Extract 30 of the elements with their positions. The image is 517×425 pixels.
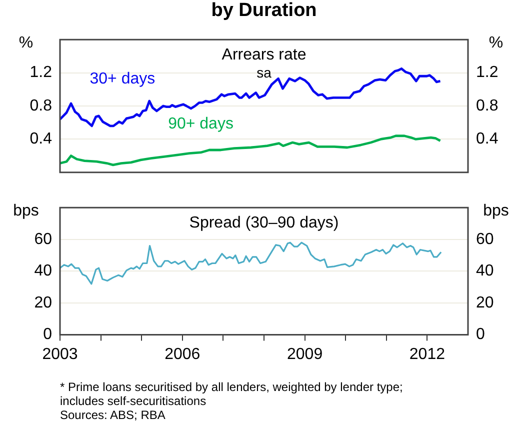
y-tick-label: 1.2 — [30, 64, 52, 82]
y-axis-title: % — [18, 34, 34, 52]
chart-subtitle: Arrears rate — [222, 46, 306, 64]
x-tick-label: 2009 — [287, 346, 323, 363]
x-tick-label: 2003 — [42, 346, 78, 363]
annotation: sa — [256, 64, 272, 81]
y2-tick-label: 20 — [476, 294, 494, 312]
y2-tick-label: 0.8 — [476, 97, 498, 114]
y-tick-label: 0 — [43, 326, 52, 344]
y-tick-label: 60 — [34, 230, 52, 248]
y2-tick-label: 0.4 — [476, 130, 498, 148]
y-axis-title: bps — [13, 202, 39, 220]
y2-tick-label: 0 — [476, 326, 485, 344]
y-tick-label: 0.4 — [30, 130, 52, 148]
series-label: 90+ days — [168, 115, 234, 132]
chart-title: by Duration — [210, 0, 318, 22]
x-tick-label: 2006 — [164, 346, 200, 363]
y2-tick-label: 60 — [476, 230, 494, 248]
text: * Prime loans securitised by all lenders, weighted by lender type; includes self-securitisations — [60, 380, 404, 408]
y2-axis-title: % — [488, 34, 504, 52]
y-tick-label: 20 — [34, 294, 52, 312]
y-tick-label: 40 — [34, 262, 52, 280]
series-label: 30+ days — [90, 70, 156, 88]
y2-tick-label: 1.2 — [476, 64, 498, 82]
y2-axis-title: bps — [483, 202, 509, 220]
x-tick-label: 2012 — [409, 346, 446, 363]
y-tick-label: 0.8 — [30, 97, 52, 114]
y2-tick-label: 40 — [476, 262, 494, 280]
source-note: Sources: ABS; RBA — [60, 408, 166, 422]
chart-title: Spread (30–90 days) — [189, 214, 339, 232]
